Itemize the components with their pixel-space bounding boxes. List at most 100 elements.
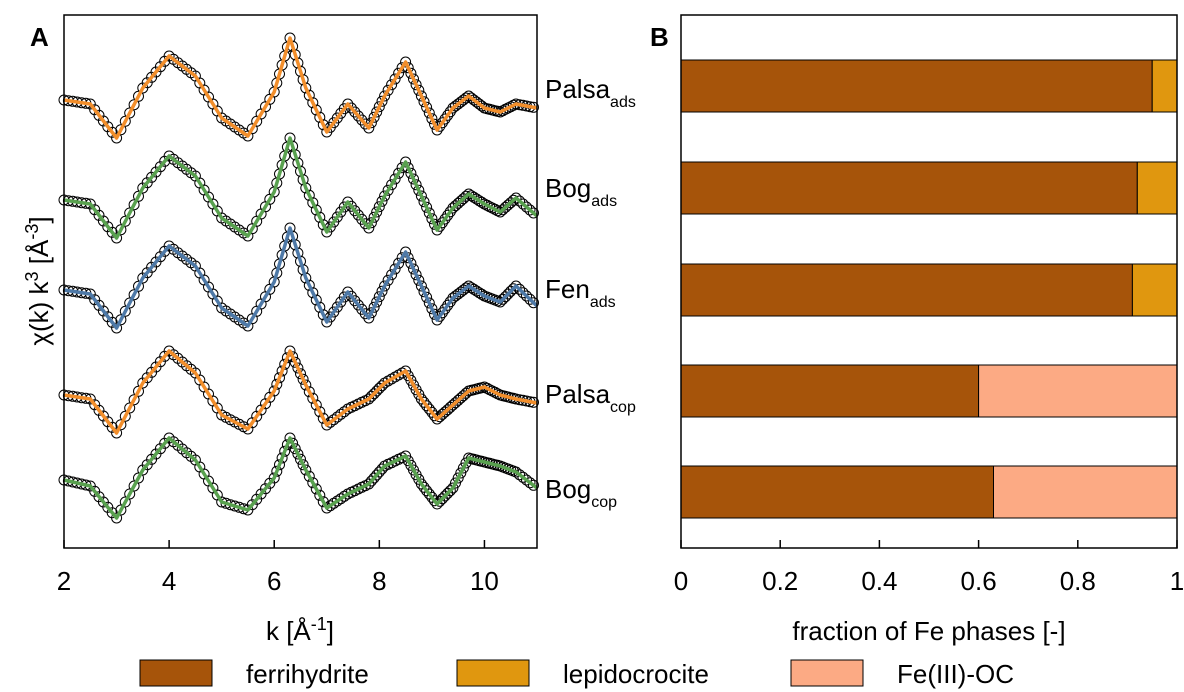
data-point xyxy=(418,396,430,408)
data-point xyxy=(310,399,322,411)
data-point xyxy=(528,297,539,309)
data-point xyxy=(376,285,388,297)
data-point xyxy=(510,280,522,292)
data-point xyxy=(426,213,438,225)
data-point xyxy=(389,73,401,85)
data-point xyxy=(310,204,322,216)
data-point xyxy=(379,190,391,202)
data-point xyxy=(93,299,105,311)
data-point xyxy=(413,84,425,96)
legend-swatch xyxy=(456,659,530,687)
data-point xyxy=(393,257,405,269)
data-point xyxy=(97,410,109,422)
panel-a-series xyxy=(58,32,539,524)
panel-a-letter: A xyxy=(30,22,49,52)
data-point xyxy=(276,452,288,464)
panel-b-frame xyxy=(680,14,1178,549)
data-point xyxy=(382,184,394,196)
data-point xyxy=(436,117,448,129)
legend-item: ferrihydrite xyxy=(139,659,369,689)
data-point xyxy=(389,173,401,185)
data-point xyxy=(405,67,417,79)
data-point xyxy=(415,190,427,202)
data-point xyxy=(439,303,451,315)
data-point xyxy=(102,221,114,233)
fit-line xyxy=(63,226,539,330)
data-point xyxy=(307,197,319,209)
data-point xyxy=(368,211,380,223)
x-tick-label: 0.8 xyxy=(1060,566,1096,596)
data-point xyxy=(303,189,315,201)
data-point xyxy=(521,290,532,302)
data-point xyxy=(382,274,394,286)
data-point xyxy=(386,269,398,281)
data-point xyxy=(400,56,412,68)
data-point xyxy=(510,192,522,204)
data-point xyxy=(115,419,127,431)
panel-b-x-axis-title: fraction of Fe phases [-] xyxy=(792,616,1065,646)
data-point xyxy=(410,179,422,191)
data-point xyxy=(386,79,398,91)
data-point xyxy=(371,206,383,218)
data-point xyxy=(505,101,517,113)
data-point xyxy=(400,246,412,258)
data-point xyxy=(376,195,388,207)
data-point xyxy=(421,400,433,412)
x-tick-label: 6 xyxy=(267,566,281,596)
bar-lepidocrocite-fen-ads xyxy=(1131,263,1178,317)
data-point xyxy=(405,257,417,269)
data-point xyxy=(310,104,322,116)
data-point xyxy=(457,462,469,474)
data-point xyxy=(386,179,398,191)
data-point xyxy=(314,211,326,223)
bar-ferrihydrite-fen-ads xyxy=(680,263,1133,317)
data-point xyxy=(279,358,291,370)
data-point xyxy=(363,222,375,234)
data-point xyxy=(382,84,394,96)
data-point xyxy=(450,477,461,489)
data-point xyxy=(439,113,451,125)
data-point xyxy=(176,443,188,455)
data-point xyxy=(274,372,285,384)
data-point xyxy=(102,121,114,133)
data-point xyxy=(342,98,354,110)
data-point xyxy=(295,453,306,465)
data-point xyxy=(408,263,419,275)
x-tick-label: 10 xyxy=(470,566,499,596)
bar-ferrihydrite-bog-ads xyxy=(680,161,1138,215)
data-point xyxy=(276,365,288,377)
data-point xyxy=(271,465,283,477)
bar-lepidocrocite-bog-ads xyxy=(1136,161,1178,215)
legend: ferrihydrite lepidocrocite Fe(III)-OC xyxy=(139,659,1014,689)
data-point xyxy=(371,296,383,308)
data-point xyxy=(300,464,312,476)
data-point xyxy=(295,368,306,380)
bar-ferrihydrite-palsa-ads xyxy=(680,59,1153,113)
data-point xyxy=(436,307,448,319)
panel-b: B 0 0.2 0.4 0.6 0.8 1 fraction of Fe phases [… xyxy=(650,14,1184,646)
data-point xyxy=(426,303,438,315)
data-point xyxy=(303,89,315,101)
fit-line xyxy=(63,436,539,520)
data-point xyxy=(442,209,454,221)
panel-b-x-ticks: 0 0.2 0.4 0.6 0.8 1 xyxy=(674,540,1184,596)
data-point xyxy=(97,115,109,127)
data-point xyxy=(89,204,101,216)
data-point xyxy=(300,379,312,391)
data-point xyxy=(310,483,322,495)
data-point xyxy=(268,472,280,484)
data-point xyxy=(418,286,430,298)
sample-label: Palsacop xyxy=(545,379,636,416)
data-point xyxy=(476,100,488,112)
x-tick-label: 0.6 xyxy=(961,566,997,596)
bar-ferrihydrite-palsa-cop xyxy=(680,364,980,418)
sample-label: Fenads xyxy=(545,274,616,311)
data-point xyxy=(124,107,136,119)
spectrum-palsa-ads xyxy=(58,32,539,144)
data-point xyxy=(128,199,140,211)
data-point xyxy=(368,111,380,123)
panel-a-frame xyxy=(63,14,538,549)
data-point xyxy=(393,67,405,79)
data-point xyxy=(517,287,529,299)
